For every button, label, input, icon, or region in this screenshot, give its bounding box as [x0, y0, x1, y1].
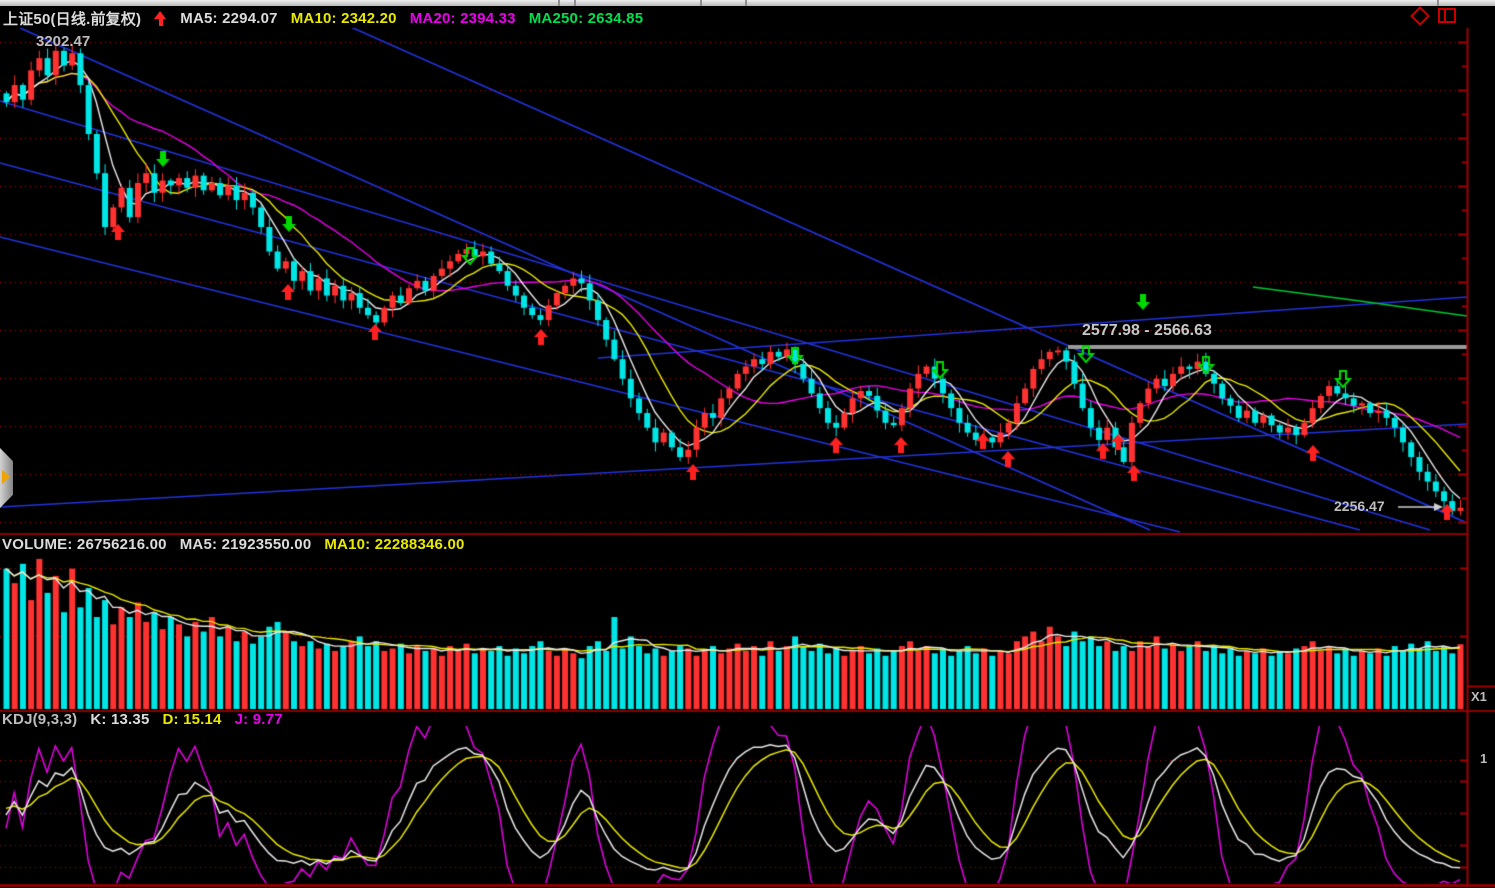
last-price-label: 2256.47 — [1334, 498, 1385, 514]
split-window-icon[interactable] — [1438, 8, 1456, 23]
toolbar-divider — [558, 0, 560, 6]
peak-price-label: 3202.47 — [36, 33, 91, 50]
symbol-title: 上证50(日线.前复权) — [3, 11, 142, 28]
volume-ma10-value: MA10: 22288346.00 — [324, 536, 465, 553]
ma20-value: MA20: 2394.33 — [409, 10, 516, 27]
ma5-value: MA5: 2294.07 — [180, 10, 278, 27]
toolbar-bottom-strip — [0, 0, 1495, 6]
kdj-j-value: J: 9.77 — [234, 711, 283, 728]
trend-up-icon — [154, 11, 167, 26]
toolbar-divider — [574, 0, 576, 6]
diamond-marker-icon[interactable] — [1410, 5, 1430, 26]
chevron-right-icon — [2, 470, 10, 484]
toolbar-divider — [700, 0, 702, 6]
price-panel-header: 上证50(日线.前复权) MA5: 2294.07 MA10: 2342.20 … — [3, 8, 643, 29]
kdj-indicator-name: KDJ(9,3,3) — [2, 711, 78, 728]
volume-panel-header: VOLUME: 26756216.00 MA5: 21923550.00 MA1… — [2, 536, 465, 553]
kdj-k-value: K: 13.35 — [90, 711, 150, 728]
resistance-range-label: 2577.98 - 2566.63 — [1082, 322, 1212, 339]
kdj-axis-scale-label: 1 — [1480, 751, 1488, 766]
volume-value: VOLUME: 26756216.00 — [2, 536, 167, 553]
ma250-value: MA250: 2634.85 — [528, 10, 644, 27]
sidebar-expand-handle[interactable] — [0, 448, 13, 508]
kdj-d-value: D: 15.14 — [162, 711, 222, 728]
toolbar-divider — [745, 0, 747, 6]
ma10-value: MA10: 2342.20 — [290, 10, 397, 27]
volume-axis-scale-label: X1 — [1471, 689, 1487, 704]
chart-toolbar — [1410, 5, 1456, 26]
volume-ma5-value: MA5: 21923550.00 — [179, 536, 312, 553]
toolbar-divider — [1437, 0, 1439, 6]
kdj-panel-header: KDJ(9,3,3) K: 13.35 D: 15.14 J: 9.77 — [2, 711, 283, 728]
